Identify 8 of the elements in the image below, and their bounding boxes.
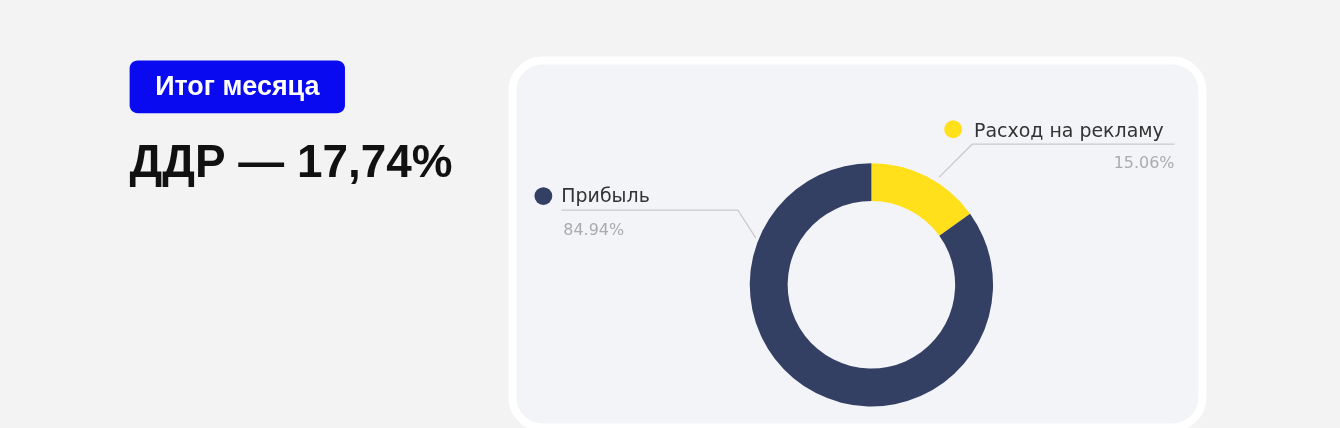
donut-slice bbox=[871, 163, 971, 236]
data-label: 84.94% bbox=[563, 219, 625, 239]
data-label: 15.06% bbox=[1113, 153, 1175, 173]
legend-label: Расход на рекламу bbox=[974, 119, 1164, 142]
text: Итог месяца bbox=[155, 71, 321, 102]
donut-slice bbox=[749, 163, 994, 407]
legend-label: Прибыль bbox=[561, 184, 650, 207]
chart-title: ДДР — 17,74% bbox=[129, 135, 453, 188]
